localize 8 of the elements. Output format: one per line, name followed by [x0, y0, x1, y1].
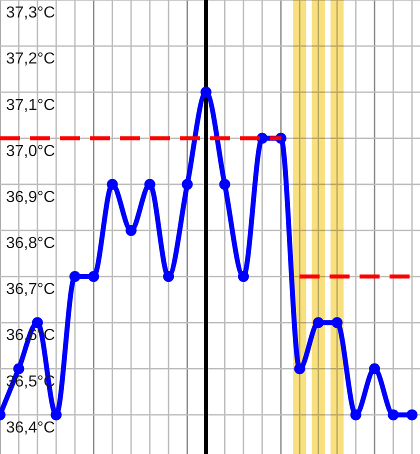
- y-tick-label: 36,8°C: [6, 235, 56, 252]
- y-tick-label: 36,4°C: [6, 419, 56, 436]
- y-tick-label: 37,1°C: [6, 96, 56, 114]
- y-tick-label: 37,2°C: [6, 50, 56, 68]
- y-tick-label: 37,3°C: [6, 4, 56, 22]
- y-tick-label: 37,0°C: [6, 142, 56, 160]
- y-tick-label: 36,9°C: [6, 188, 56, 206]
- y-tick-label: 36,7°C: [6, 281, 56, 298]
